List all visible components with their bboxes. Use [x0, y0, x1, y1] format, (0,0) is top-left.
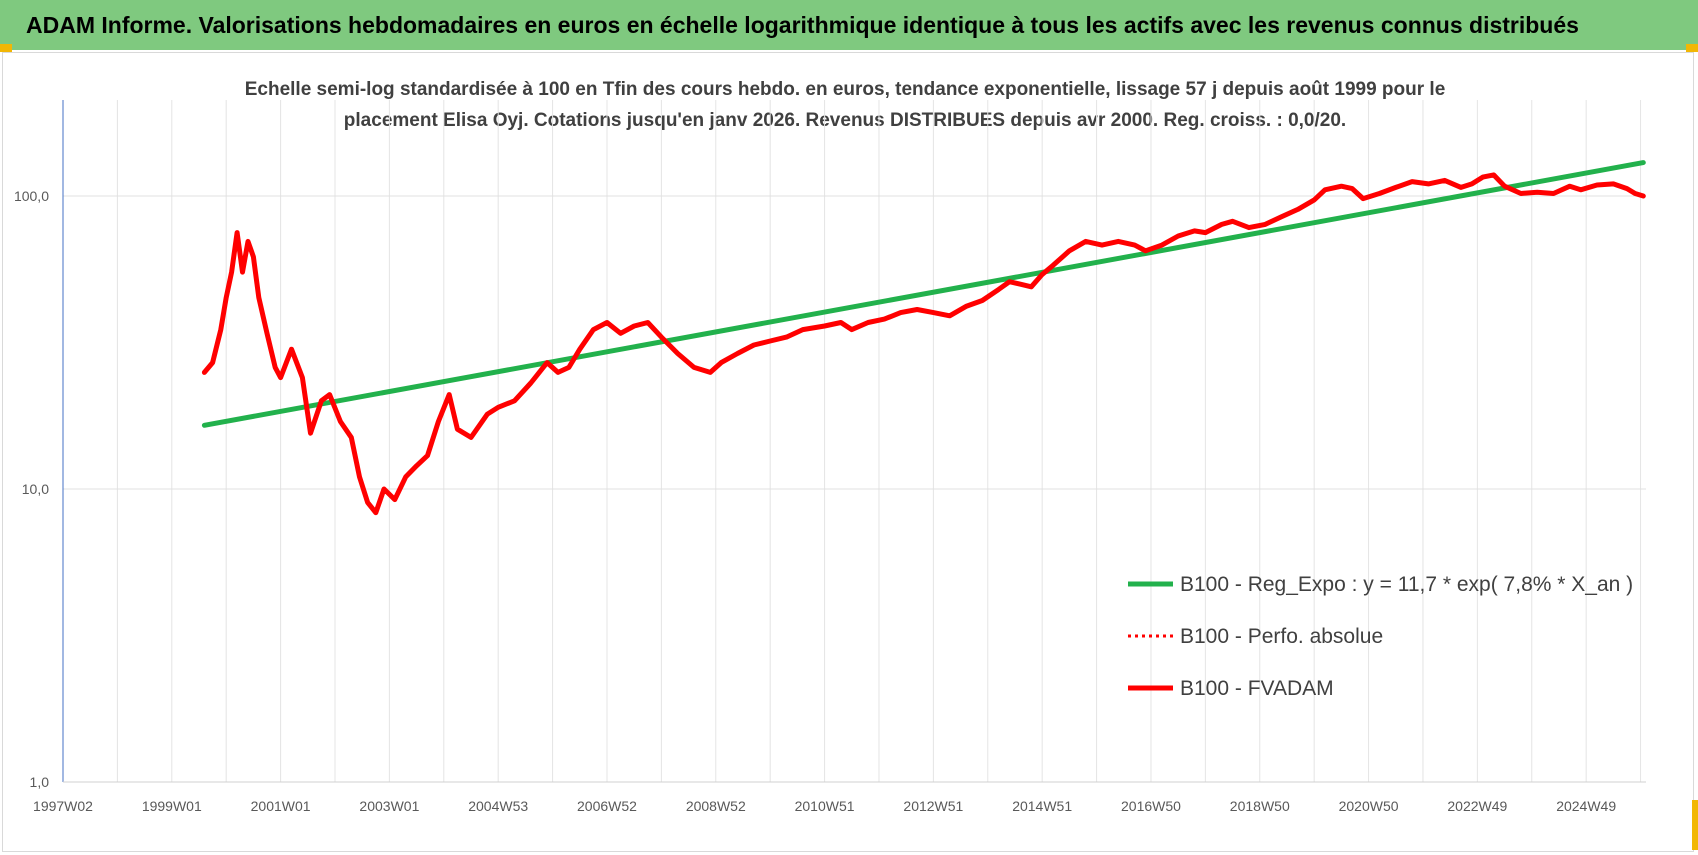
- legend: B100 - Reg_Expo : y = 11,7 * exp( 7,8% *…: [1128, 573, 1633, 700]
- x-tick-label: 2001W01: [251, 798, 311, 814]
- x-tick-label: 2024W49: [1556, 798, 1616, 814]
- corner-marker-top-left: [0, 44, 12, 52]
- x-tick-label: 2020W50: [1339, 798, 1399, 814]
- y-tick-label: 100,0: [14, 188, 49, 204]
- chart-title-line-2: placement Elisa Oyj. Cotations jusqu'en …: [343, 110, 1347, 131]
- chart-title-line-1: Echelle semi-log standardisée à 100 en T…: [244, 79, 1446, 100]
- axis-layer: 1,0 10,0 100,0 1997W02 1999W01 2001W01 2003W01…: [14, 100, 1646, 814]
- legend-entry-0: B100 - Reg_Expo : y = 11,7 * exp( 7,8% *…: [1180, 573, 1633, 596]
- legend-entry-1: B100 - Perfo. absolue: [1180, 625, 1383, 648]
- x-tick-label: 2018W50: [1230, 798, 1290, 814]
- grid-layer: [62, 100, 1646, 783]
- legend-entry-2: B100 - FVADAM: [1180, 677, 1334, 700]
- x-tick-label: 2022W49: [1447, 798, 1507, 814]
- x-tick-label: 2016W50: [1121, 798, 1181, 814]
- chart-frame: [2, 52, 1694, 852]
- series-line-0: [201, 160, 1646, 428]
- corner-marker-bottom-right: [1692, 800, 1698, 850]
- x-tick-label: 1997W02: [33, 798, 93, 814]
- series-layer: [201, 160, 1646, 516]
- x-tick-label: 2014W51: [1012, 798, 1072, 814]
- x-tick-label: 1999W01: [142, 798, 202, 814]
- series-line-2: [201, 172, 1646, 516]
- x-tick-label: 2010W51: [795, 798, 855, 814]
- y-tick-label: 1,0: [30, 774, 50, 790]
- chart-title: Echelle semi-log standardisée à 100 en T…: [180, 74, 1510, 136]
- x-tick-label: 2003W01: [359, 798, 419, 814]
- x-tick-label: 2008W52: [686, 798, 746, 814]
- corner-marker-top-right: [1686, 44, 1698, 52]
- y-tick-label: 10,0: [22, 481, 49, 497]
- x-tick-label: 2012W51: [903, 798, 963, 814]
- x-tick-label: 2004W53: [468, 798, 528, 814]
- report-title: ADAM Informe. Valorisations hebdomadaire…: [0, 0, 1698, 50]
- x-tick-label: 2006W52: [577, 798, 637, 814]
